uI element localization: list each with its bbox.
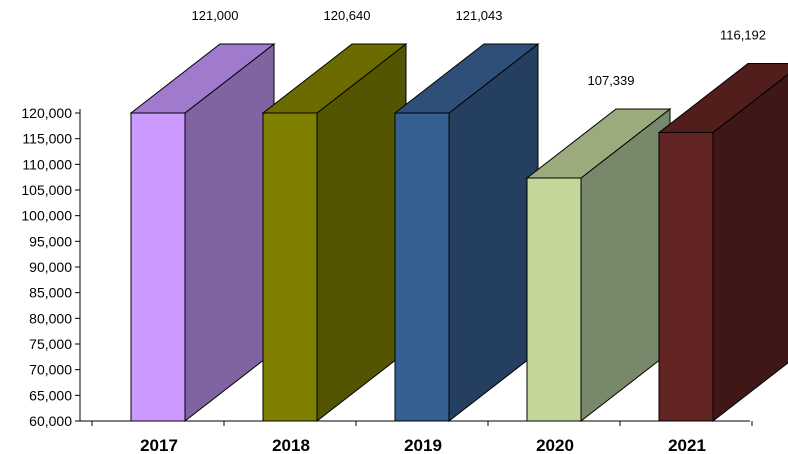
y-tick-label: 100,000 — [21, 208, 72, 224]
x-tick-label-2017: 2017 — [140, 436, 178, 454]
x-tick-label-2021: 2021 — [668, 436, 706, 454]
x-tick-label-2019: 2019 — [404, 436, 442, 454]
y-tick-label: 105,000 — [21, 182, 72, 198]
y-tick-label: 110,000 — [22, 156, 72, 172]
bar-2021 — [657, 63, 788, 423]
y-tick-label: 60,000 — [29, 413, 72, 429]
bar-2020 — [525, 107, 672, 423]
bar-front-2018 — [262, 112, 318, 422]
data-label-2019: 121,043 — [456, 8, 503, 23]
labels: 121,000 2017 120,640 2018 121,043 2019 107,339… — [140, 8, 766, 454]
y-tick-label: 95,000 — [29, 233, 72, 249]
bar-front-2021 — [658, 132, 714, 422]
y-tick-label: 85,000 — [29, 285, 72, 301]
bar-2018 — [261, 42, 408, 423]
bar-front-2020 — [526, 177, 582, 422]
x-tick-label-2020: 2020 — [536, 436, 574, 454]
bar-2017 — [129, 42, 276, 423]
bar-front-2019 — [394, 112, 450, 422]
y-tick-label: 80,000 — [29, 310, 72, 326]
y-tick-label: 65,000 — [29, 387, 72, 403]
y-tick-label: 120,000 — [21, 105, 72, 121]
y-tick-label: 115,000 — [22, 131, 72, 147]
bar-2019 — [393, 42, 540, 423]
x-tick-label-2018: 2018 — [272, 436, 310, 454]
bar-front-2017 — [130, 112, 186, 422]
y-tick-label: 90,000 — [29, 259, 72, 275]
data-label-2021: 116,192 — [720, 28, 766, 43]
bars — [129, 42, 788, 423]
y-axis: 60,000 65,000 70,000 75,000 80,000 85,000 90,0… — [21, 105, 753, 429]
data-label-2017: 121,000 — [192, 8, 239, 23]
y-tick-label: 75,000 — [29, 336, 72, 352]
data-label-2018: 120,640 — [324, 8, 371, 23]
y-tick-label: 70,000 — [29, 362, 72, 378]
data-label-2020: 107,339 — [588, 73, 635, 88]
